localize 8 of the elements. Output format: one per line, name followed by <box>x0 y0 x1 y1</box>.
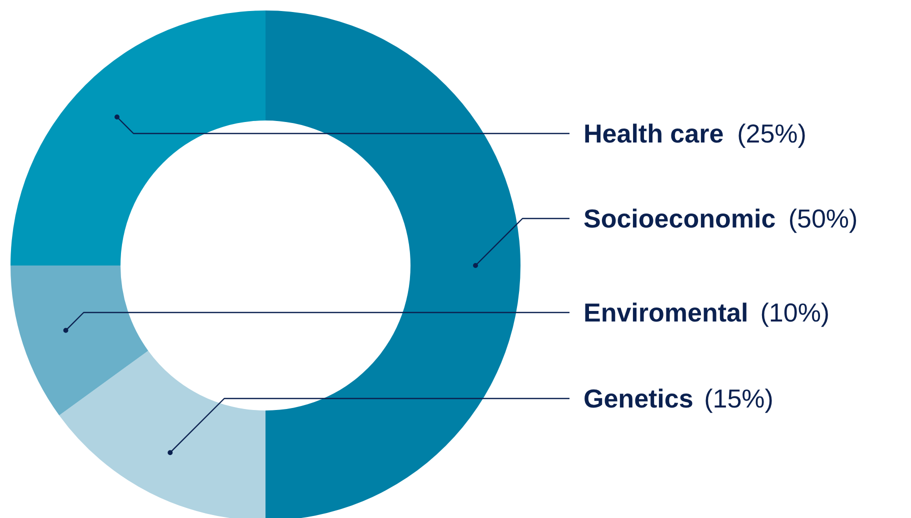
data-label: (10%) <box>760 298 830 328</box>
data-label: (50%) <box>788 204 858 234</box>
slice-label: Enviromental <box>584 298 748 328</box>
slice-label: Genetics <box>584 384 694 414</box>
slice-label: Health care <box>584 118 724 148</box>
data-label: (15%) <box>704 384 774 414</box>
data-label: (25%) <box>737 118 806 148</box>
slice-label: Socioeconomic <box>584 204 776 234</box>
